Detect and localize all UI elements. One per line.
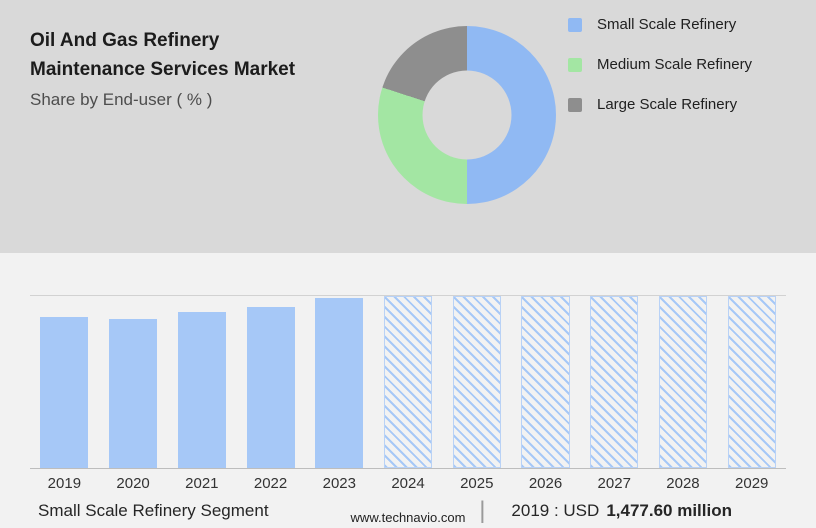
legend-swatch [568,97,582,112]
x-axis-label: 2019 [47,475,82,492]
forecast-bar [590,296,639,468]
bar [315,298,364,468]
footer: Small Scale Refinery Segment | 2019 : US… [38,499,732,523]
bottom-section: 2019 2020 2021 2022 2023 2024 2025 2026 2027 2028… [0,253,816,528]
website-text: www.technavio.com [350,510,466,525]
x-axis-labels: 2019 2020 2021 2022 2023 2024 2025 2026 2027 2028… [30,475,786,492]
forecast-bar [383,296,433,468]
report-title-line: Oil And Gas Refinery [30,30,220,51]
donut-hole [422,70,512,160]
legend-label: Small Scale Refinery [597,16,737,33]
legend-item: Large Scale Refinery [568,96,752,113]
value-prefix: 2019 : USD [511,501,600,520]
x-axis-label: 2023 [322,475,356,492]
x-axis-label: 2022 [253,475,288,492]
forecast-bar [452,296,501,468]
legend-label: Medium Scale Refinery [597,56,753,73]
bar-column [99,296,168,468]
bar-column [374,296,443,468]
x-axis-label: 2024 [391,475,425,492]
report-title-line: Maintenance Services Market [30,59,296,80]
bar-column [511,296,580,468]
bar-column [580,296,649,468]
legend-item: Medium Scale Refinery [568,56,752,73]
x-axis-label: 2021 [185,475,219,492]
legend: Small Scale Refinery Medium Scale Refiner… [568,16,752,136]
legend-swatch [568,17,582,32]
bar [109,318,158,468]
legend-swatch [568,57,582,72]
forecast-bar [521,296,570,468]
top-section: Oil And Gas Refinery Maintenance Service… [0,0,816,253]
x-axis-label: 2027 [597,475,631,492]
bar-column [305,296,374,468]
bar-chart [30,295,786,469]
bar [177,311,226,468]
legend-label: Large Scale Refinery [597,96,738,113]
bar-column [167,296,236,468]
segment-label: Small Scale Refinery Segment [38,501,269,520]
report-header: Oil And Gas Refinery Maintenance Service… [30,26,295,110]
donut-chart [378,26,556,204]
x-axis-label: 2025 [460,475,494,492]
report-subtitle: Share by End-user ( % ) [30,90,213,109]
bar [40,316,89,468]
bar-column [30,296,99,468]
forecast-bar [658,296,708,468]
bar-column [442,296,511,468]
x-axis-label: 2029 [735,475,769,492]
x-axis-label: 2028 [666,475,700,492]
footer-divider: | [479,497,486,524]
x-axis-label: 2026 [528,475,563,492]
x-axis-label: 2020 [116,475,150,492]
legend-item: Small Scale Refinery [568,16,752,33]
bar-column [649,296,718,468]
forecast-bar [727,296,776,468]
bar [246,307,295,468]
bar-column [236,296,305,468]
bar-column [717,296,786,468]
value-amount: 1,477.60 million [606,501,732,520]
report-title: Oil And Gas Refinery Maintenance Service… [30,26,295,84]
